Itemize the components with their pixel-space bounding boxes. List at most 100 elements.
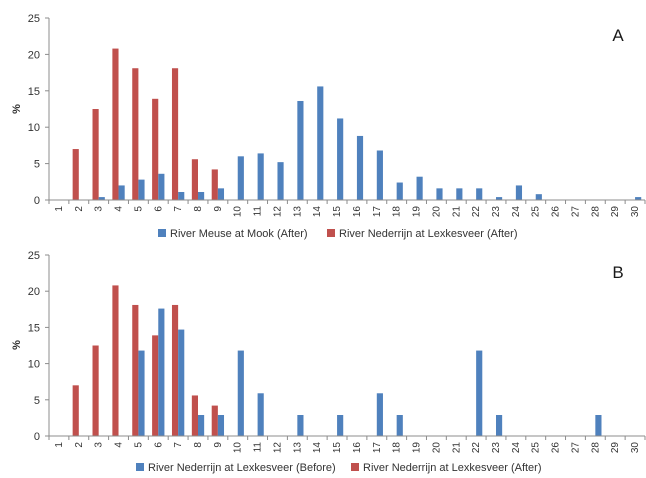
x-tick-label: 20 [431,442,442,454]
x-tick-label: 2 [74,442,85,448]
x-tick-label: 7 [173,442,184,448]
x-tick-label: 15 [332,442,343,454]
x-tick-label: 23 [491,206,502,218]
bar-b-series1-22 [476,350,483,436]
bar-b-series1-28 [595,415,602,436]
x-tick-label: 21 [451,442,462,454]
x-tick-label: 14 [312,442,323,454]
bar-a-series2-5 [132,68,139,201]
x-tick-label: 18 [392,206,403,218]
x-tick-label: 13 [292,206,303,218]
x-tick-label: 28 [590,206,601,218]
bar-a-series1-5 [138,179,145,200]
bar-a-series1-21 [456,188,463,200]
bar-b-series1-8 [198,415,205,436]
x-tick-label: 13 [292,442,303,454]
x-tick-label: 10 [233,206,244,218]
bar-a-series1-6 [158,173,165,200]
x-tick-label: 11 [253,442,264,453]
bar-a-series1-15 [337,118,344,200]
x-tick-label: 28 [590,442,601,454]
legend-label: River Meuse at Mook (After) [170,228,308,240]
bar-b-series2-3 [92,345,99,436]
x-tick-label: 30 [630,442,641,454]
bar-b-series2-2 [72,385,79,436]
x-tick-label: 21 [451,206,462,218]
legend-label: River Nederrijn at Lexkesveer (After) [363,462,542,474]
x-tick-label: 9 [213,442,224,448]
x-tick-label: 26 [551,206,562,218]
panel-label: A [612,26,624,45]
x-tick-label: 17 [372,442,383,454]
bar-a-series2-7 [171,68,179,201]
bar-b-series2-7 [171,304,179,436]
x-tick-label: 24 [511,442,522,454]
legend-swatch [327,229,335,237]
x-tick-label: 5 [133,442,144,448]
y-tick-label: 15 [28,86,40,98]
y-axis-label: % [11,104,23,114]
bar-b-series1-5 [138,350,145,436]
x-tick-label: 7 [173,206,184,212]
y-tick-label: 20 [28,49,40,61]
legend-label: River Nederrijn at Lexkesveer (Before) [148,462,336,474]
x-tick-label: 27 [570,206,581,218]
legend-label: River Nederrijn at Lexkesveer (After) [339,228,518,240]
x-tick-label: 9 [213,206,224,212]
x-tick-label: 27 [570,442,581,454]
x-tick-label: 15 [332,206,343,218]
x-tick-label: 2 [74,206,85,212]
bar-a-series1-4 [118,185,125,200]
x-tick-label: 24 [511,206,522,218]
y-tick-label: 0 [34,431,40,443]
bar-a-series1-20 [436,188,443,200]
x-tick-label: 4 [114,206,125,212]
bar-b-series1-15 [337,415,344,436]
x-tick-label: 25 [531,206,542,218]
bar-a-series1-3 [98,197,105,200]
bar-a-series2-3 [92,109,99,200]
bar-a-series1-16 [356,135,364,200]
bar-a-series1-13 [297,100,304,200]
y-tick-label: 5 [34,395,40,407]
x-tick-label: 23 [491,442,502,454]
bar-b-series2-5 [132,304,139,436]
x-tick-label: 4 [114,442,125,448]
x-tick-label: 1 [54,442,65,448]
bar-a-series1-24 [515,185,523,200]
x-tick-label: 8 [193,442,204,448]
bar-a-series2-4 [112,48,119,200]
x-tick-label: 29 [610,206,621,218]
x-tick-label: 19 [412,206,423,218]
bar-a-series2-9 [211,169,218,200]
bar-a-series2-6 [152,98,159,200]
bar-a-series1-17 [376,150,383,200]
y-tick-label: 25 [28,250,40,262]
bar-b-series1-6 [158,308,165,436]
bar-a-series1-23 [496,197,503,200]
x-tick-label: 11 [253,206,264,217]
x-tick-label: 12 [272,206,283,218]
legend: River Meuse at Mook (After) River Nederri… [158,228,518,240]
bar-a-series1-8 [198,191,205,200]
bar-b-series1-10 [237,350,244,436]
bar-b-series2-8 [191,395,198,436]
x-tick-label: 1 [54,206,65,212]
bar-b-series1-7 [178,329,185,436]
y-tick-label: 5 [34,159,40,171]
y-tick-label: 10 [28,122,40,134]
bar-a-series1-30 [635,197,642,200]
x-tick-label: 18 [392,442,403,454]
x-tick-label: 17 [372,206,383,218]
bar-a-series1-9 [217,188,225,200]
x-tick-label: 3 [94,206,105,212]
legend-swatch [351,463,359,471]
x-tick-label: 6 [153,442,164,448]
x-tick-label: 6 [153,206,164,212]
y-tick-label: 20 [28,286,40,298]
bar-b-series2-9 [211,405,218,436]
bar-b-series2-4 [112,285,119,436]
x-tick-label: 25 [531,442,542,454]
bar-b-series1-13 [297,415,304,436]
